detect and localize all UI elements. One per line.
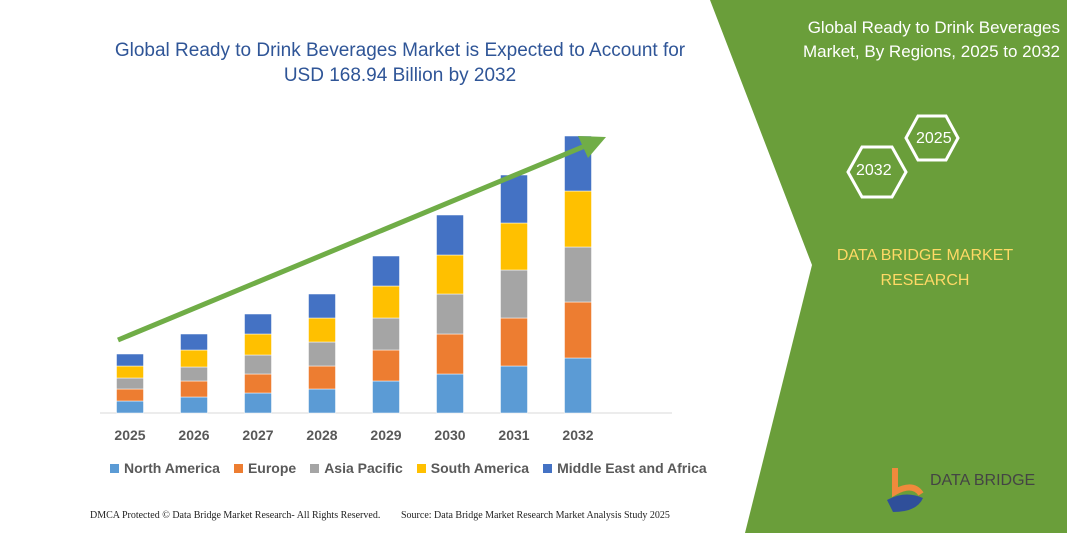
bar-segment-2030-0	[436, 373, 464, 414]
bar-segment-2032-1	[564, 301, 592, 359]
x-tick-label: 2027	[242, 427, 273, 443]
x-tick-label: 2031	[498, 427, 529, 443]
bar-segment-2025-3	[116, 365, 144, 379]
bar-segment-2031-1	[500, 317, 528, 367]
legend-item: North America	[110, 460, 220, 476]
bar-segment-2032-0	[564, 357, 592, 414]
bar-segment-2026-3	[180, 349, 208, 368]
legend: North America Europe Asia Pacific South Ame…	[110, 460, 707, 476]
footer-source: Source: Data Bridge Market Research Mark…	[401, 510, 670, 521]
trend-arrow-head-icon	[578, 136, 606, 158]
bar-segment-2031-2	[500, 269, 528, 319]
hexagon-2025-icon	[904, 114, 960, 162]
bar-segment-2031-4	[500, 174, 528, 224]
bar-segment-2032-3	[564, 190, 592, 248]
stacked-bar-chart: 2025 2026 2027 2028 2029 2030 2031 2032	[100, 135, 672, 443]
legend-label: South America	[430, 460, 530, 476]
bar-segment-2029-4	[372, 255, 400, 287]
bar-segment-2027-1	[244, 373, 272, 394]
legend-label: Middle East and Africa	[557, 460, 707, 476]
x-tick-label: 2032	[562, 427, 593, 443]
bar-segment-2025-0	[116, 400, 144, 414]
bar-segment-2025-1	[116, 388, 144, 402]
bar-segment-2027-2	[244, 354, 272, 375]
x-tick-label: 2028	[306, 427, 337, 443]
bar-segment-2031-0	[500, 365, 528, 414]
bar-segment-2028-4	[308, 293, 336, 319]
green-side-panel	[710, 0, 1067, 533]
legend-swatch	[416, 464, 426, 473]
legend-label: Asia Pacific	[324, 460, 403, 476]
trend-arrow-line	[117, 143, 586, 343]
legend-swatch	[543, 464, 553, 473]
bar-segment-2026-1	[180, 380, 208, 398]
bar-segment-2028-0	[308, 388, 336, 414]
bar-segment-2027-0	[244, 392, 272, 414]
bar-segment-2026-2	[180, 366, 208, 382]
bar-segment-2029-2	[372, 317, 400, 351]
bar-segment-2026-4	[180, 333, 208, 351]
legend-item: South America	[416, 460, 530, 476]
legend-swatch	[110, 464, 119, 473]
bar-segment-2029-1	[372, 349, 400, 382]
legend-item: Europe	[233, 460, 297, 476]
hex-2032-label: 2032	[856, 162, 892, 179]
bar-segment-2027-4	[244, 313, 272, 335]
bar-segment-2028-2	[308, 341, 336, 367]
bar-segment-2026-0	[180, 396, 208, 414]
bar-segment-2029-0	[372, 380, 400, 414]
x-tick-label: 2029	[370, 427, 401, 443]
brand-text: DATA BRIDGE MARKET RESEARCH	[836, 247, 1014, 289]
x-tick-label: 2025	[114, 427, 145, 443]
bar-segment-2028-1	[308, 365, 336, 390]
side-panel-title: Global Ready to Drink Beverages Market, …	[802, 18, 1060, 61]
legend-label: North America	[124, 460, 220, 476]
legend-swatch	[310, 464, 320, 473]
bar-segment-2027-3	[244, 333, 272, 356]
bar-segment-2031-3	[500, 222, 528, 271]
legend-item: Asia Pacific	[310, 460, 403, 476]
hex-2025-label: 2025	[916, 130, 952, 147]
bar-segment-2030-3	[436, 254, 464, 295]
hexagon-icons	[846, 114, 960, 199]
bar-segment-2030-2	[436, 293, 464, 335]
bar-segment-2030-1	[436, 333, 464, 375]
data-bridge-logo-icon	[887, 468, 924, 512]
bar-segment-2032-2	[564, 246, 592, 303]
bar-segment-2025-2	[116, 377, 144, 390]
legend-item: Middle East and Africa	[543, 460, 707, 476]
footer-copyright: DMCA Protected © Data Bridge Market Rese…	[90, 510, 381, 521]
x-tick-label: 2030	[434, 427, 465, 443]
legend-label: Europe	[247, 460, 297, 476]
logo-text: DATA BRIDGE	[930, 472, 1036, 489]
bar-segment-2030-4	[436, 214, 464, 256]
hexagon-2032-icon	[846, 145, 908, 199]
bar-segment-2025-4	[116, 353, 144, 367]
x-tick-label: 2026	[178, 427, 209, 443]
bar-segment-2029-3	[372, 285, 400, 319]
chart-title: Global Ready to Drink Beverages Market i…	[114, 40, 686, 86]
bar-segment-2028-3	[308, 317, 336, 343]
legend-swatch	[233, 464, 243, 473]
